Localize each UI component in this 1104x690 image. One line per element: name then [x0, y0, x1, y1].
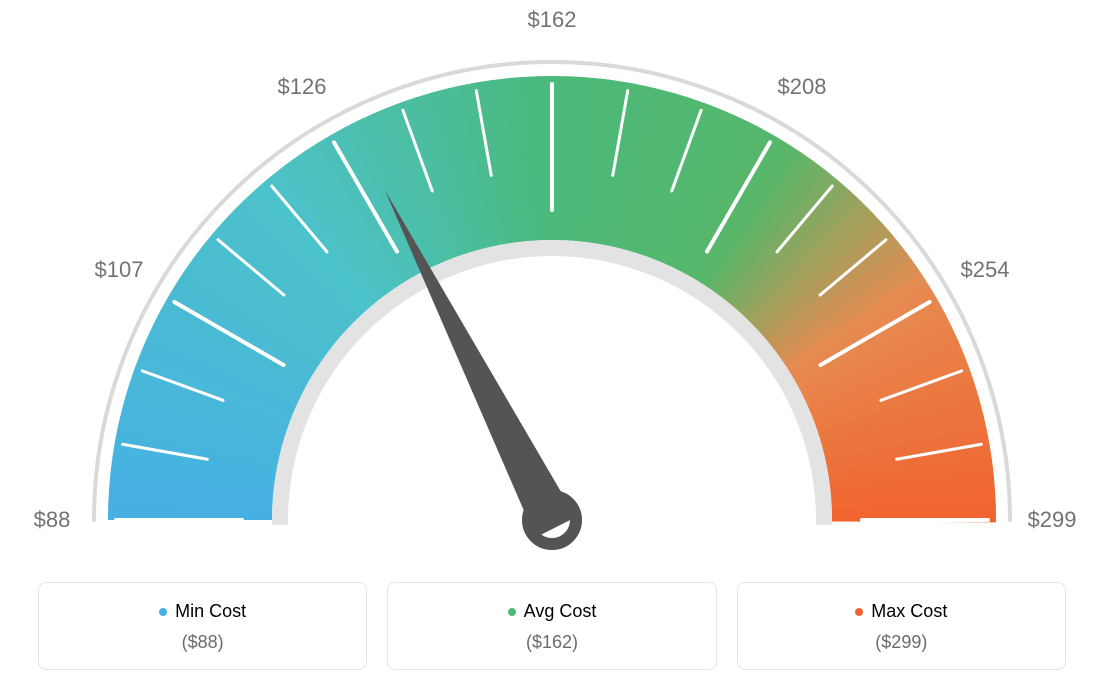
legend-value-max: ($299): [748, 632, 1055, 653]
legend-value-min: ($88): [49, 632, 356, 653]
gauge-scale-label: $126: [278, 74, 327, 100]
cost-gauge: $88 $107 $126 $162 $208 $254 $299: [0, 0, 1104, 570]
legend-row: Min Cost ($88) Avg Cost ($162) Max Cost …: [38, 582, 1066, 670]
legend-title-min: Min Cost: [159, 601, 246, 622]
legend-title-avg: Avg Cost: [508, 601, 597, 622]
gauge-scale-label: $254: [961, 257, 1010, 283]
legend-card-max: Max Cost ($299): [737, 582, 1066, 670]
legend-label-max: Max Cost: [871, 601, 947, 622]
dot-icon: [855, 608, 863, 616]
legend-value-avg: ($162): [398, 632, 705, 653]
legend-label-avg: Avg Cost: [524, 601, 597, 622]
gauge-svg: [0, 0, 1104, 570]
gauge-scale-label: $299: [1028, 507, 1077, 533]
gauge-scale-label: $88: [34, 507, 71, 533]
legend-title-max: Max Cost: [855, 601, 947, 622]
legend-card-min: Min Cost ($88): [38, 582, 367, 670]
gauge-scale-label: $208: [778, 74, 827, 100]
dot-icon: [159, 608, 167, 616]
legend-label-min: Min Cost: [175, 601, 246, 622]
dot-icon: [508, 608, 516, 616]
legend-card-avg: Avg Cost ($162): [387, 582, 716, 670]
gauge-scale-label: $107: [95, 257, 144, 283]
gauge-scale-label: $162: [528, 7, 577, 33]
